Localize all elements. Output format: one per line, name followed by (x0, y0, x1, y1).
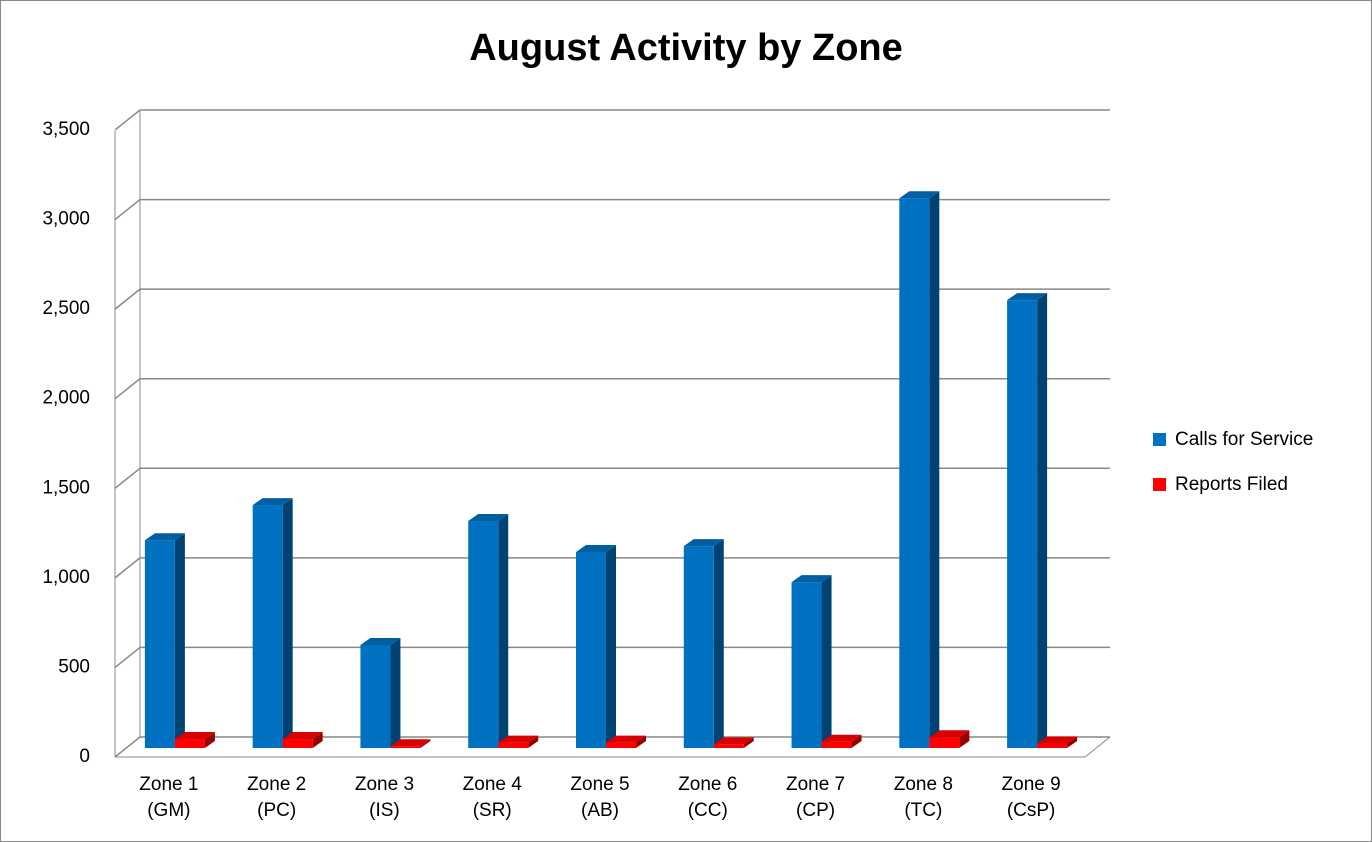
x-tick-label: Zone 9 (CsP) (1001, 774, 1061, 821)
bar-top (1037, 736, 1078, 744)
x-tick-label: Zone 3 (IS) (354, 774, 415, 821)
bar-top (713, 737, 754, 745)
x-tick-label: Zone 5 (AB) (570, 774, 630, 821)
bar-side (174, 533, 185, 748)
bar (821, 741, 852, 748)
grid-line-depth (114, 557, 141, 579)
bar-side (1037, 293, 1048, 748)
bar-side (528, 735, 539, 748)
bar (791, 582, 822, 748)
bar (144, 540, 175, 748)
y-tick-label: 2,500 (42, 298, 90, 319)
bar-top (606, 735, 646, 743)
bar (1037, 743, 1068, 748)
bar-top (282, 732, 323, 740)
x-tick-label: Zone 7 (CP) (785, 774, 846, 821)
grid-line-depth (114, 109, 141, 131)
y-tick-label: 3,500 (42, 119, 90, 140)
bar (468, 521, 499, 748)
x-tick-label: Zone 8 (TC) (893, 774, 953, 821)
bar-side (498, 514, 509, 748)
bar-top (929, 730, 970, 738)
bar (282, 739, 313, 748)
grid-line-depth (114, 378, 141, 400)
y-tick-label: 1,500 (42, 477, 90, 498)
bar-top (144, 533, 185, 541)
bar-top (683, 539, 724, 547)
bar (576, 552, 606, 748)
bar (390, 746, 421, 748)
legend-label: Reports Filed (1175, 474, 1288, 495)
bar (174, 739, 205, 748)
bar-top (899, 191, 940, 199)
y-tick-label: 500 (58, 656, 90, 677)
bar-side (743, 737, 754, 748)
x-tick-label: Zone 4 (SR) (462, 774, 522, 821)
y-tick-label: 3,000 (42, 209, 90, 230)
bar (360, 644, 391, 748)
bar-side (282, 498, 293, 748)
bar (252, 505, 283, 748)
bar-top (174, 732, 215, 740)
chart-title: August Activity by Zone (469, 27, 903, 69)
bar-top (390, 739, 431, 747)
bar-side (606, 545, 616, 748)
bar-side (636, 735, 646, 748)
bar-top (791, 575, 832, 583)
bar (498, 742, 529, 748)
legend-label: Calls for Service (1175, 429, 1313, 450)
grid-line-depth (114, 736, 141, 758)
bar-side (821, 575, 832, 748)
bar-side (1067, 736, 1078, 748)
bar-side (390, 637, 401, 748)
bar-side (929, 191, 940, 748)
bar-top (360, 637, 401, 645)
x-tick-label: Zone 2 (PC) (247, 774, 307, 821)
bar (713, 744, 744, 748)
grid-line-depth (114, 467, 141, 489)
bar-side (959, 730, 970, 748)
bar-side (713, 539, 724, 748)
bar-side (312, 732, 323, 748)
floor-line (1084, 736, 1111, 758)
y-tick-label: 0 (79, 746, 90, 767)
bar (1007, 300, 1038, 748)
bar (899, 198, 930, 748)
bar-top (821, 734, 862, 742)
bar-top (468, 514, 509, 522)
bar (606, 742, 636, 748)
y-tick-label: 2,000 (42, 388, 90, 409)
bar-top (1007, 293, 1048, 301)
bar-top (576, 545, 616, 553)
bar-top (498, 735, 539, 743)
grid-line-depth (114, 198, 141, 221)
grid-line-depth (114, 646, 141, 669)
x-tick-label: Zone 6 (CC) (678, 774, 738, 821)
y-tick-label: 1,000 (42, 567, 90, 588)
legend-swatch (1153, 478, 1166, 491)
x-tick-label: Zone 1 (GM) (139, 774, 199, 821)
grid-line-depth (114, 288, 141, 310)
bar-top (252, 498, 293, 506)
bar-side (420, 739, 431, 748)
legend-swatch (1153, 433, 1166, 446)
bar-side (204, 732, 215, 748)
bar (929, 737, 960, 748)
bar-side (851, 734, 862, 748)
bar (683, 546, 714, 748)
